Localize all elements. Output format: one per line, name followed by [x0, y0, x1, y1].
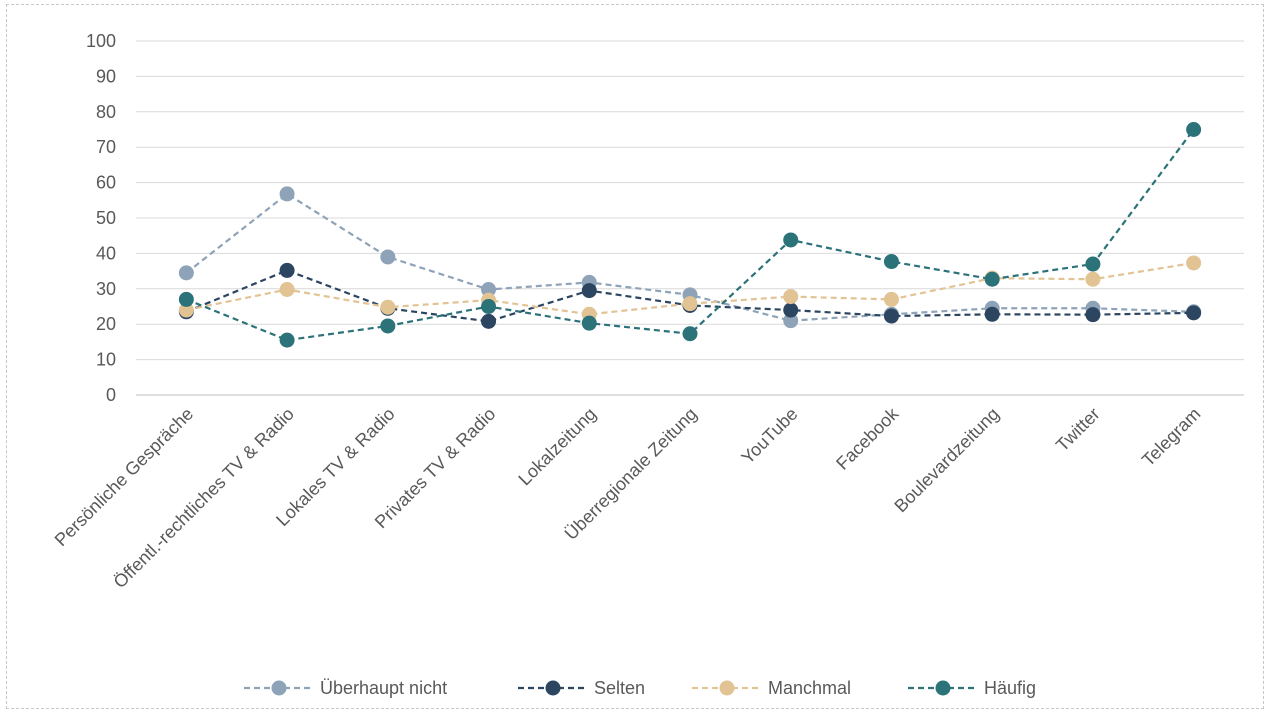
y-tick-label: 90	[96, 66, 116, 86]
data-point	[783, 313, 799, 329]
y-tick-label: 0	[106, 385, 116, 405]
legend-label: Häufig	[984, 678, 1036, 698]
y-tick-label: 40	[96, 243, 116, 263]
x-category-label: Twitter	[1052, 404, 1104, 456]
x-category-label: Lokalzeitung	[514, 404, 600, 490]
data-point	[178, 302, 194, 318]
y-tick-label: 20	[96, 314, 116, 334]
data-point	[1186, 305, 1202, 321]
data-point	[783, 289, 799, 305]
legend-label: Überhaupt nicht	[320, 678, 447, 698]
data-point	[481, 282, 497, 298]
y-tick-label: 60	[96, 173, 116, 193]
data-point	[682, 296, 698, 312]
data-point	[279, 186, 295, 202]
data-point	[783, 302, 799, 318]
x-category-label: Telegram	[1138, 404, 1204, 470]
data-point	[380, 299, 396, 315]
y-tick-label: 80	[96, 102, 116, 122]
legend-label: Manchmal	[768, 678, 851, 698]
data-point	[783, 232, 799, 248]
x-category-label: Öffentl.-rechtliches TV & Radio	[110, 404, 298, 592]
legend-marker	[935, 680, 951, 696]
data-point	[279, 282, 295, 298]
data-point	[1085, 271, 1101, 287]
data-point	[380, 249, 396, 265]
data-point	[883, 291, 899, 307]
data-point	[1085, 307, 1101, 323]
x-category-label: Facebook	[832, 403, 903, 474]
y-tick-label: 30	[96, 279, 116, 299]
x-category-label: Boulevardzeitung	[891, 404, 1004, 517]
data-point	[1085, 256, 1101, 272]
legend-marker	[545, 680, 561, 696]
data-point	[883, 308, 899, 324]
data-point	[279, 332, 295, 348]
data-point	[581, 315, 597, 331]
data-point	[481, 299, 497, 314]
data-point	[1186, 122, 1202, 137]
legend-marker	[719, 680, 735, 696]
data-point	[682, 326, 698, 342]
data-point	[984, 271, 1000, 287]
legend-marker	[271, 680, 287, 696]
legend-label: Selten	[594, 678, 645, 698]
data-point	[984, 306, 1000, 322]
series-line-3	[185, 128, 1195, 342]
data-point	[481, 313, 497, 329]
y-tick-label: 50	[96, 208, 116, 228]
data-point	[380, 318, 396, 334]
data-point	[1186, 255, 1202, 271]
data-point	[178, 265, 194, 281]
series-line-2	[186, 261, 1194, 316]
data-point	[279, 262, 295, 278]
y-tick-label: 70	[96, 137, 116, 157]
data-point	[178, 291, 194, 307]
y-tick-label: 100	[86, 31, 116, 51]
chart-frame	[6, 4, 1264, 709]
data-point	[581, 283, 597, 299]
y-tick-label: 10	[96, 350, 116, 370]
x-category-label: YouTube	[737, 404, 801, 468]
data-point	[883, 254, 899, 270]
